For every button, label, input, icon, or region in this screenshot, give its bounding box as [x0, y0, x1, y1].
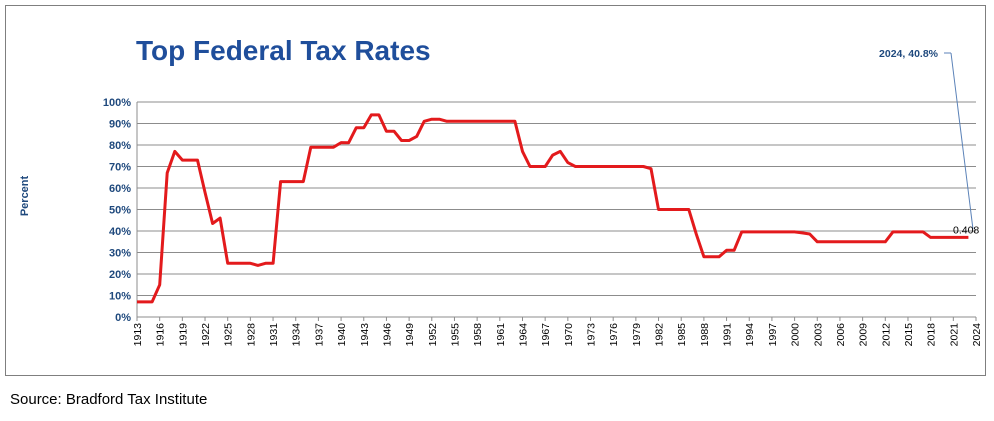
x-tick-label: 1913: [132, 323, 144, 347]
x-tick-label: 1988: [699, 323, 711, 347]
x-tick-label: 1970: [563, 323, 575, 347]
x-tick-label: 1958: [472, 323, 484, 347]
x-tick-label: 1955: [449, 323, 461, 347]
x-tick-label: 1973: [586, 323, 598, 347]
y-tick-label: 40%: [109, 226, 131, 238]
x-tick-label: 1925: [223, 323, 235, 347]
x-tick-label: 2012: [880, 323, 892, 347]
x-tick-label: 2018: [926, 323, 938, 347]
series-group: [137, 113, 969, 304]
y-tick-label: 100%: [103, 97, 131, 109]
x-tick-label: 1961: [495, 323, 507, 347]
x-tick-label: 1997: [767, 323, 779, 347]
x-tick-label: 1976: [608, 323, 620, 347]
series-line-top-tax-rate: [137, 113, 969, 304]
x-tick-label: 1940: [336, 323, 348, 347]
callout-leader-line: [950, 52, 974, 230]
y-tick-label: 80%: [109, 140, 131, 152]
x-tick-label: 1964: [517, 323, 529, 347]
x-tick-label: 1979: [631, 323, 643, 347]
x-tick-label: 2009: [858, 323, 870, 347]
callout-label: 2024, 40.8%: [879, 48, 939, 60]
x-tick-label: 1952: [427, 323, 439, 347]
x-tick-label: 2003: [812, 323, 824, 347]
y-tick-label: 20%: [109, 269, 131, 281]
y-tick-label: 70%: [109, 162, 131, 174]
x-tick-label: 1994: [744, 323, 756, 347]
x-tick-label: 1931: [268, 323, 280, 347]
y-tick-label: 50%: [109, 205, 131, 217]
x-tick-label: 1919: [177, 323, 189, 347]
y-tick-label: 10%: [109, 291, 131, 303]
x-tick-label: 2000: [790, 323, 802, 347]
x-tick-label: 1928: [245, 323, 257, 347]
line-chart: Top Federal Tax Rates Percent 0% 10% 20% 30…: [19, 35, 983, 346]
y-tick-label: 0%: [115, 312, 131, 324]
x-tick-label: 1967: [540, 323, 552, 347]
y-axis-ticks: 0% 10% 20% 30% 40% 50% 60% 70% 80% 90% 100%: [103, 97, 131, 324]
x-tick-label: 1937: [313, 323, 325, 347]
x-tick-label: 1982: [654, 323, 666, 347]
y-tick-label: 90%: [109, 119, 131, 131]
x-axis-ticks: 1913 1916 1919 1922 1925 1928 1931 1934 1937 1940…: [132, 317, 983, 346]
y-tick-label: 30%: [109, 248, 131, 260]
x-tick-label: 2024: [971, 323, 983, 347]
x-tick-label: 2015: [903, 323, 915, 347]
source-note: Source: Bradford Tax Institute: [10, 391, 208, 408]
x-tick-label: 2021: [948, 323, 960, 347]
x-tick-label: 1946: [381, 323, 393, 347]
axes: [136, 102, 976, 318]
x-tick-label: 1916: [155, 323, 167, 347]
data-label-2024: 0.408: [953, 224, 979, 236]
gridlines: [137, 101, 976, 296]
y-axis-label: Percent: [19, 175, 31, 216]
x-tick-label: 1949: [404, 323, 416, 347]
y-tick-label: 60%: [109, 183, 131, 195]
x-tick-label: 1991: [722, 323, 734, 347]
x-tick-label: 1934: [291, 323, 303, 347]
x-tick-label: 1922: [200, 323, 212, 347]
x-tick-label: 1985: [676, 323, 688, 347]
annotations: 2024, 40.8% 0.408: [879, 48, 979, 236]
x-tick-label: 1943: [359, 323, 371, 347]
chart-title: Top Federal Tax Rates: [136, 35, 431, 66]
x-tick-label: 2006: [835, 323, 847, 347]
chart-frame: Top Federal Tax Rates Percent 0% 10% 20% 30…: [5, 5, 986, 376]
